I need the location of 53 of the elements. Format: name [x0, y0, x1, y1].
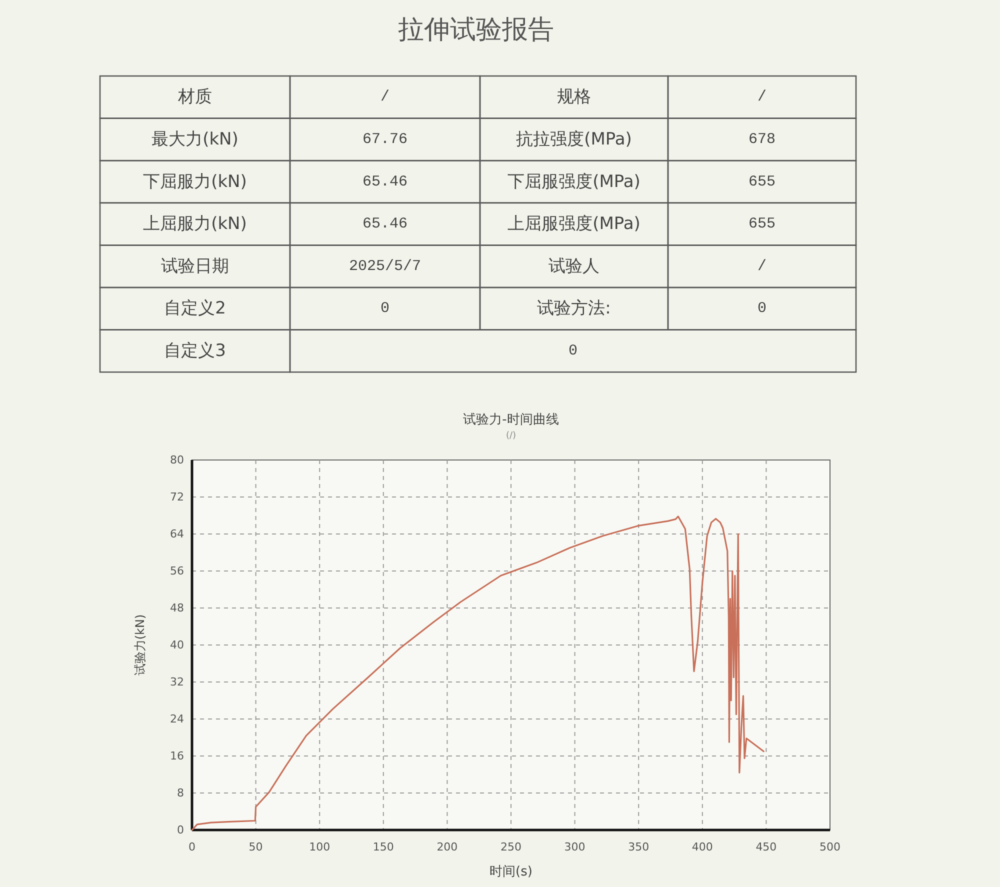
y-tick-label: 56 — [170, 564, 184, 578]
x-tick-label: 50 — [248, 840, 263, 854]
y-tick-label: 72 — [170, 490, 184, 504]
text: 0 — [757, 300, 767, 318]
text: 最大力(kN) — [152, 129, 238, 150]
x-tick-label: 300 — [564, 840, 586, 854]
text: 上屈服力(kN) — [143, 214, 247, 234]
text: 65.46 — [362, 216, 408, 233]
text: / — [380, 88, 390, 106]
chart-subtitle: (/) — [506, 431, 516, 441]
text: 下屈服强度(MPa) — [508, 172, 640, 192]
y-axis-title: 试验力(kN) — [133, 614, 147, 676]
text: 自定义2 — [164, 298, 226, 319]
text: 0 — [568, 342, 578, 360]
chart-title: 试验力-时间曲线 — [463, 412, 559, 428]
title: 拉伸试验报告 — [398, 15, 554, 45]
text: 规格 — [557, 87, 591, 108]
x-tick-label: 400 — [692, 840, 713, 854]
text: 655 — [748, 173, 776, 190]
y-tick-label: 8 — [177, 786, 184, 800]
x-tick-label: 250 — [500, 840, 522, 854]
text: 自定义3 — [164, 340, 226, 361]
text: 0 — [380, 300, 390, 318]
x-tick-label: 350 — [628, 840, 650, 854]
y-tick-label: 64 — [170, 528, 184, 540]
y-tick-label: 48 — [170, 602, 184, 614]
y-tick-label: 40 — [170, 638, 184, 652]
x-tick-label: 150 — [372, 840, 394, 854]
x-axis-title: 时间(s) — [490, 864, 532, 880]
text: 65.46 — [362, 173, 408, 190]
text: 655 — [748, 216, 776, 233]
text: / — [757, 258, 767, 275]
text: 材质 — [177, 87, 212, 108]
x-tick-label: 450 — [756, 840, 777, 854]
x-tick-label: 100 — [309, 840, 330, 854]
text: 67.76 — [362, 130, 408, 148]
y-tick-label: 16 — [170, 750, 184, 762]
text: 试验日期 — [161, 256, 229, 276]
text: 抗拉强度(MPa) — [516, 129, 632, 150]
y-tick-label: 32 — [170, 676, 184, 688]
y-tick-label: 24 — [170, 712, 184, 726]
text: 试验人 — [548, 256, 600, 276]
y-tick-label: 0 — [177, 824, 184, 836]
text: 678 — [748, 130, 776, 148]
text: 上屈服强度(MPa) — [508, 214, 640, 234]
x-tick-label: 500 — [820, 840, 840, 854]
x-tick-label: 200 — [436, 840, 458, 854]
y-tick-label: 80 — [170, 454, 184, 466]
text: 下屈服力(kN) — [143, 172, 247, 192]
text: / — [757, 88, 767, 106]
x-tick-label: 0 — [188, 840, 196, 854]
text: 2025/5/7 — [348, 258, 422, 275]
text: 试验方法: — [537, 298, 611, 319]
